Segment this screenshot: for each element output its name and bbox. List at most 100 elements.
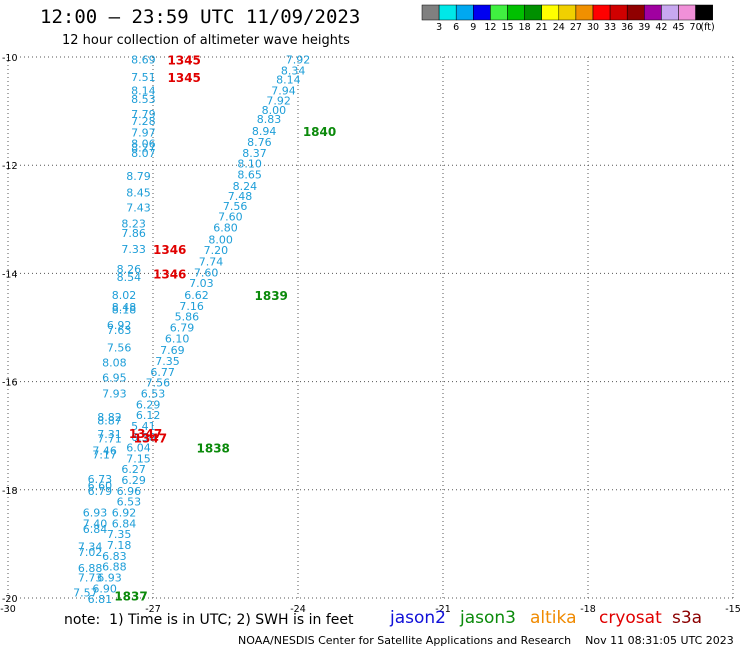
wave-height-point: 7.31 [97, 428, 122, 441]
wave-height-point: 6.77 [150, 366, 175, 379]
pass-time-label: 1346 [153, 243, 186, 257]
y-tick-label: -18 [2, 486, 18, 497]
wave-height-point: 7.43 [126, 201, 151, 214]
y-tick-label: -12 [2, 161, 18, 172]
wave-height-point: 7.16 [179, 300, 204, 313]
legend-scale-label: 6 [453, 22, 459, 33]
wave-height-point: 6.92 [112, 507, 137, 520]
wave-height-point: 7.97 [131, 127, 156, 140]
legend-swatch [473, 4, 491, 21]
legend-jason3: jason3 [460, 608, 516, 628]
wave-height-point: 8.08 [102, 357, 127, 370]
wave-height-point: 6.88 [78, 562, 103, 575]
wave-height-point: 7.56 [146, 377, 171, 390]
wave-height-point: 7.15 [126, 452, 151, 465]
pass-time-label: 1347 [129, 427, 162, 441]
legend-swatch [661, 4, 679, 21]
wave-height-point: 7.28 [131, 115, 156, 128]
wave-height-point: 7.48 [228, 190, 253, 203]
wave-height-point: 7.69 [160, 344, 185, 357]
wave-height-point: 7.73 [78, 571, 103, 584]
wave-height-point: 6.12 [136, 409, 161, 422]
wave-height-point: 5.86 [175, 311, 200, 324]
legend-swatch [455, 4, 474, 21]
legend-swatch [541, 4, 560, 21]
axis-ticks: -30 -27 -24 -21 -18 -15 -10 -12 -14 -16 -18 -20 [0, 53, 740, 615]
wave-height-point: 7.60 [194, 266, 219, 279]
legend-swatch [626, 4, 645, 21]
wave-height-point: 7.56 [107, 342, 132, 355]
legend-swatch [421, 4, 440, 21]
wave-height-point: 7.34 [78, 541, 103, 554]
wave-height-point: 8.02 [112, 289, 137, 302]
wave-height-point: 8.53 [131, 93, 156, 106]
legend-jason2: jason2 [390, 608, 446, 628]
wave-height-point: 6.79 [170, 322, 195, 335]
wave-height-point: 6.93 [97, 571, 122, 584]
wave-height-point: 7.93 [102, 388, 127, 401]
y-tick-label: -16 [2, 378, 18, 389]
wave-height-point: 8.00 [262, 104, 287, 117]
wave-height-point: 8.83 [257, 113, 282, 126]
legend-scale-label: 39 [638, 22, 650, 33]
legend-swatch [695, 4, 713, 21]
wave-height-point: 7.79 [131, 108, 156, 121]
pass-time-label: 1837 [114, 589, 147, 603]
wave-height-point: 6.81 [88, 593, 113, 606]
wave-height-point: 7.40 [83, 517, 108, 530]
wave-height-point: 6.80 [213, 221, 238, 234]
wave-height-point: 6.96 [117, 485, 142, 498]
wave-height-point: 6.79 [88, 485, 113, 498]
wave-height-point: 6.73 [88, 473, 113, 486]
wave-height-point: 6.27 [121, 463, 146, 476]
wave-height-point: 8.23 [121, 218, 146, 231]
wave-height-point: 7.02 [78, 546, 103, 559]
color-legend: 3 6 9 12 15 18 21 24 27 30 33 36 39 42 45 70(ft) [421, 4, 715, 33]
legend-unit: (ft) [700, 22, 714, 33]
legend-scale-label: 42 [655, 22, 667, 33]
legend-scale-label: 21 [536, 22, 548, 33]
wave-height-point: 6.10 [165, 332, 190, 345]
legend-swatch [524, 4, 542, 21]
legend-scale-label: 27 [570, 22, 582, 33]
legend-swatch [678, 4, 696, 21]
wave-height-point: 7.03 [189, 277, 214, 290]
wave-height-point: 6.50 [131, 431, 156, 444]
legend-scale-label: 15 [501, 22, 513, 33]
pass-time-label: 1345 [168, 71, 201, 85]
wave-height-point: 8.37 [242, 147, 267, 160]
wave-height-point: 7.35 [107, 528, 132, 541]
footnote: note: 1) Time is in UTC; 2) SWH is in fe… [64, 612, 354, 628]
wave-height-point: 8.26 [117, 263, 142, 276]
wave-height-point: 8.94 [252, 125, 277, 138]
wave-height-point: 8.14 [276, 74, 301, 87]
wave-height-point: 7.51 [131, 71, 156, 84]
wave-height-point: 8.87 [97, 415, 122, 428]
wave-height-point: 6.53 [141, 388, 166, 401]
legend-cryosat: cryosat [599, 608, 662, 628]
wave-height-point: 8.82 [97, 411, 122, 424]
pass-time-label: 1838 [197, 442, 230, 456]
wave-height-point: 6.29 [136, 398, 161, 411]
wave-height-point: 8.45 [126, 186, 151, 199]
wave-height-point: 7.60 [218, 211, 243, 224]
y-tick-label: -20 [2, 594, 18, 605]
legend-swatch [507, 4, 525, 21]
wave-height-point: 6.62 [184, 289, 209, 302]
wave-height-point: 8.00 [208, 233, 233, 246]
wave-height-point: 8.06 [131, 138, 156, 151]
wave-height-point: 7.74 [199, 255, 224, 268]
wave-height-point: 6.92 [107, 319, 132, 332]
wave-height-point: 8.24 [233, 180, 258, 193]
wave-height-point: 7.63 [107, 324, 132, 337]
wave-height-point: 8.54 [117, 271, 142, 284]
pass-time-label: 1346 [153, 267, 186, 281]
wave-height-point: 8.65 [237, 168, 262, 181]
legend-swatch [558, 4, 577, 21]
wave-height-point: 7.92 [266, 94, 291, 107]
wave-height-point: 8.18 [112, 304, 137, 317]
wave-height-point: 7.46 [92, 444, 117, 457]
wave-height-point: 6.53 [117, 496, 142, 509]
